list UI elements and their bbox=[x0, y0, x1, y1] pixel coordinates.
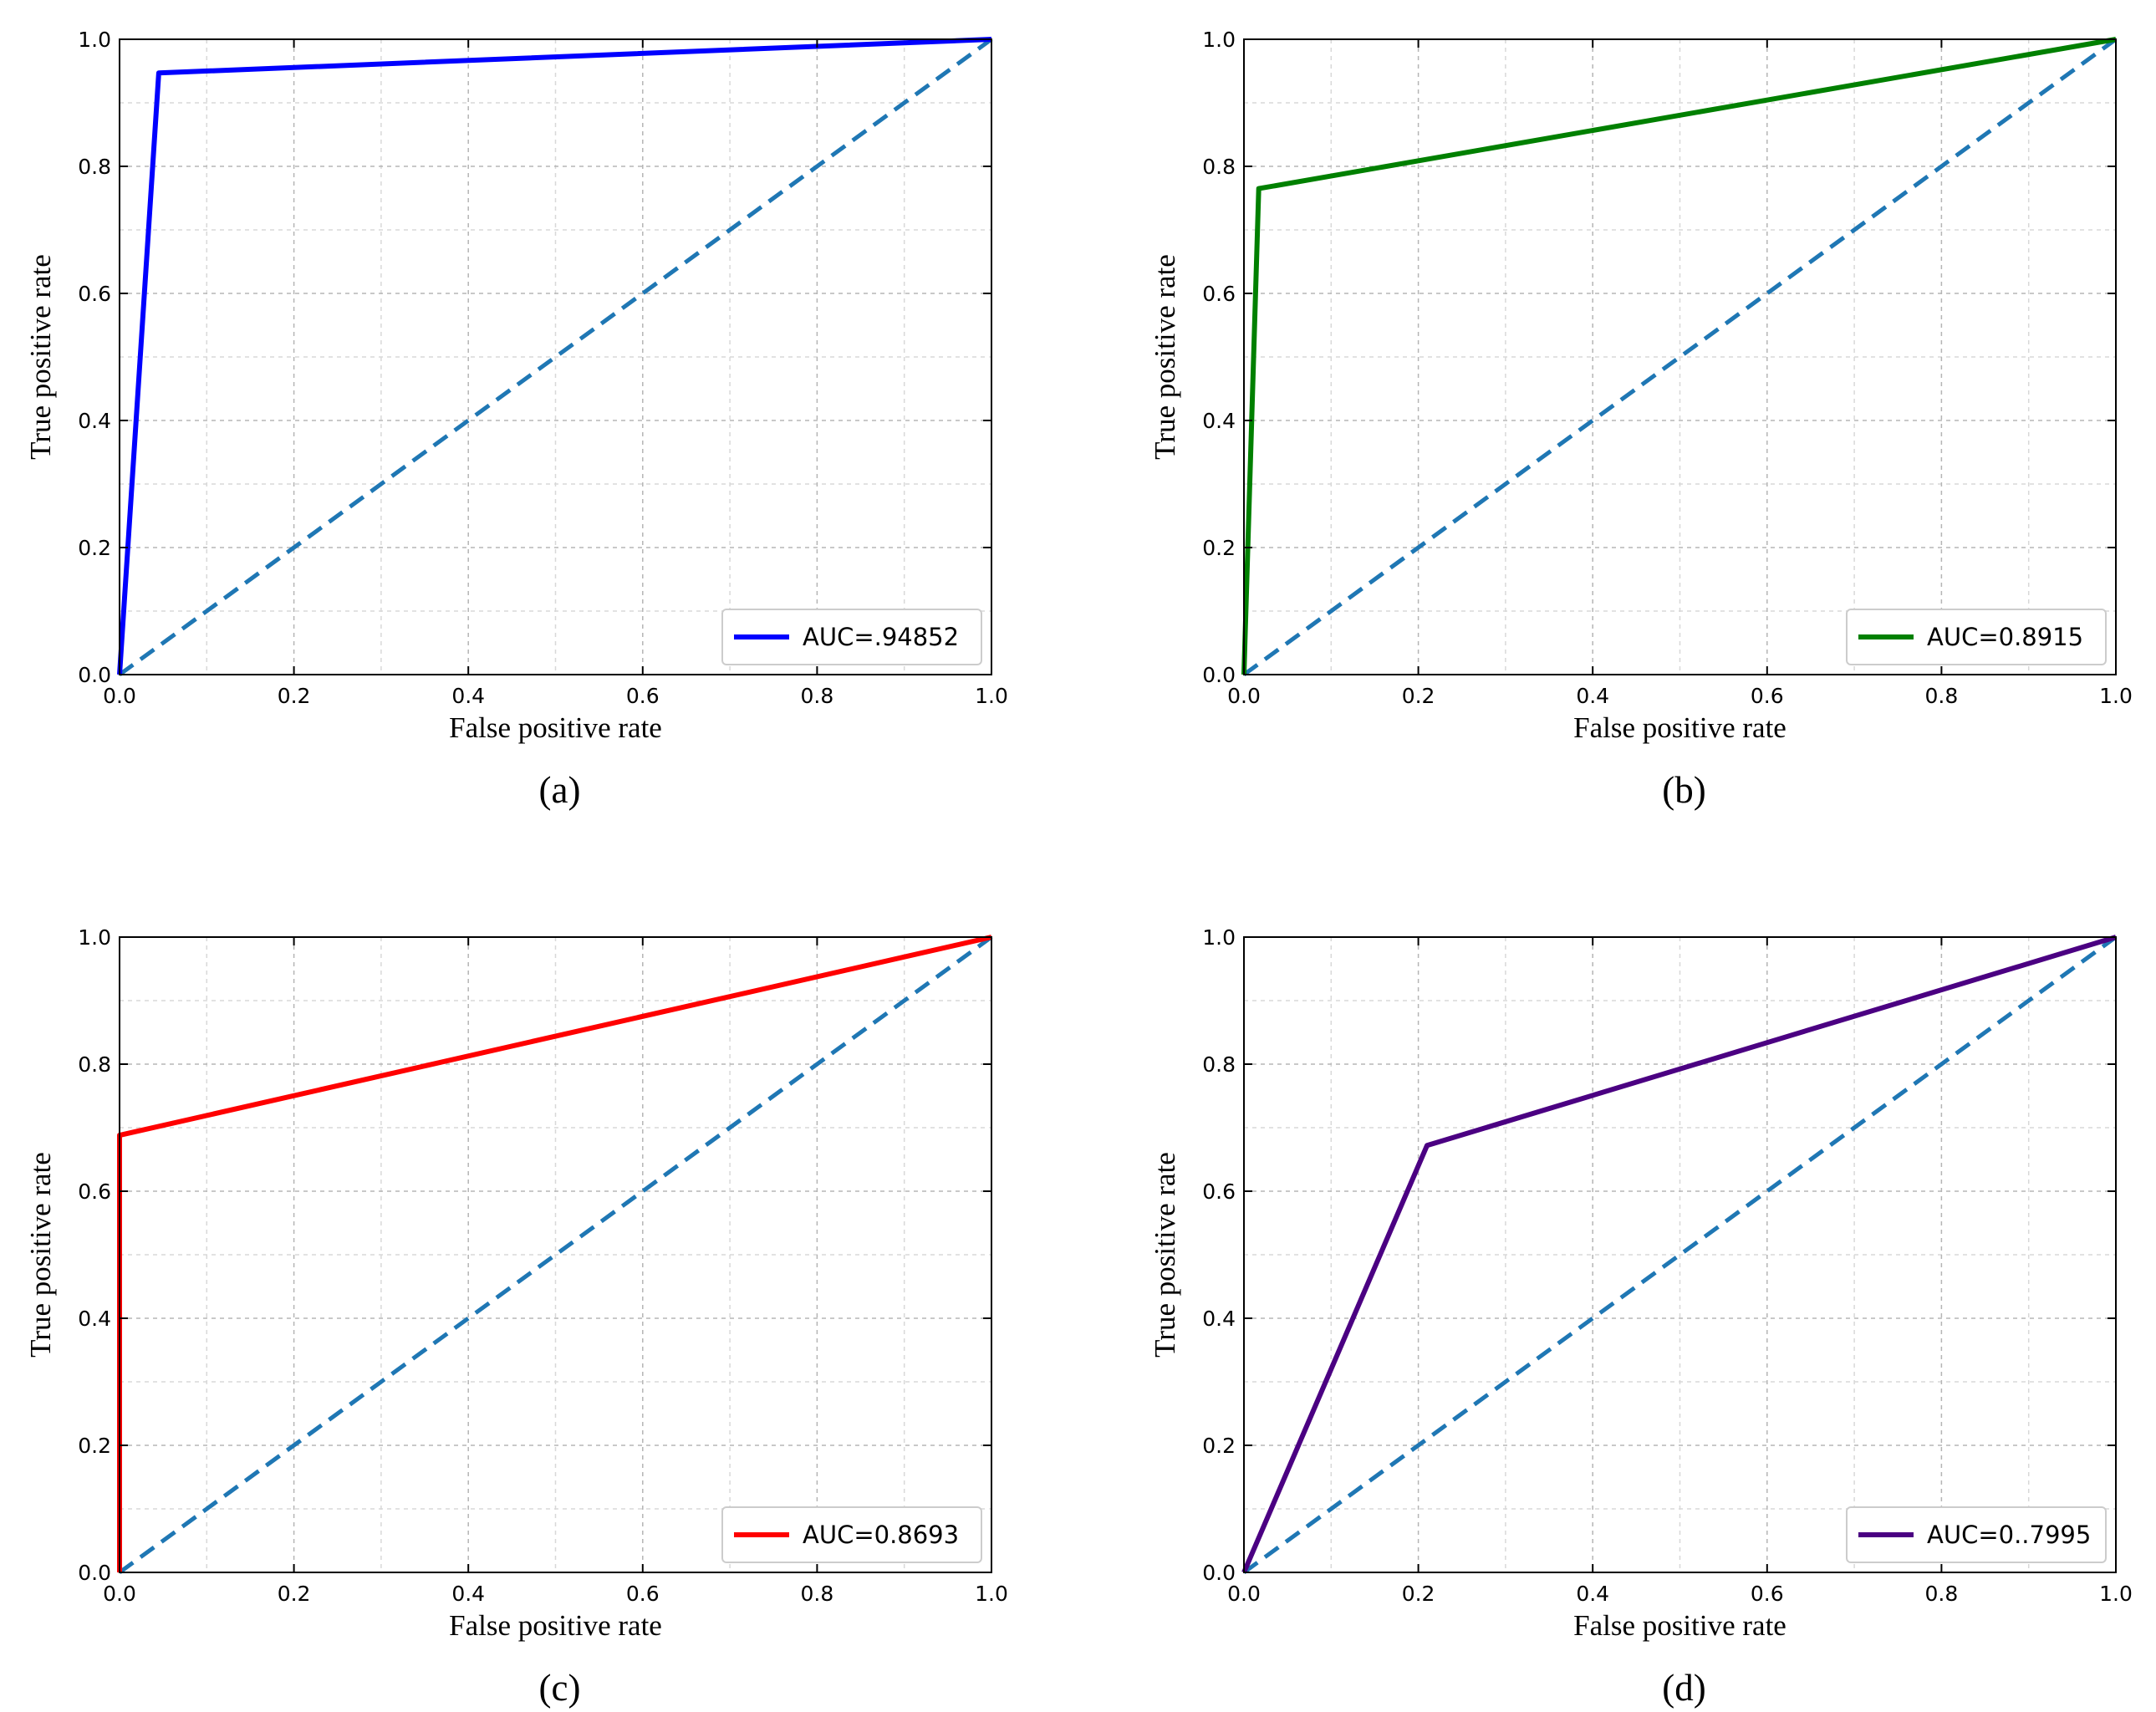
y-tick-label: 1.0 bbox=[1202, 925, 1236, 950]
y-tick-label: 0.8 bbox=[78, 1052, 111, 1077]
y-tick-label: 0.2 bbox=[78, 536, 111, 560]
x-tick-label: 0.8 bbox=[1925, 1582, 1959, 1606]
chart-panel-b: 0.0 0.2 0.4 0.6 0.8 1.0 0.0 0.2 0.4 0.6 0.8 1.0 Fals… bbox=[1149, 28, 2133, 811]
x-tick-label: 0.2 bbox=[278, 684, 311, 708]
y-tick-label: 0.8 bbox=[78, 155, 111, 179]
y-tick-label: 0.4 bbox=[78, 1307, 111, 1331]
x-tick-label: 0.8 bbox=[801, 684, 834, 708]
y-tick-label: 0.8 bbox=[1202, 155, 1236, 179]
y-tick-label: 0.4 bbox=[1202, 1307, 1236, 1331]
axes-frame bbox=[1243, 936, 2117, 1573]
x-tick-label: 0.6 bbox=[1751, 684, 1784, 708]
y-axis-label: True positive rate bbox=[24, 1152, 57, 1358]
legend-box bbox=[721, 1506, 982, 1563]
axes-frame bbox=[119, 38, 992, 675]
roc-curve-line bbox=[1241, 37, 2117, 675]
y-tick-label: 1.0 bbox=[78, 925, 111, 950]
x-tick-label: 0.4 bbox=[1576, 684, 1609, 708]
x-tick-label: 0.0 bbox=[1227, 684, 1261, 708]
legend: AUC=.94852 bbox=[721, 609, 982, 665]
x-tick-label: 0.4 bbox=[1576, 1582, 1609, 1606]
y-tick-label: 0.6 bbox=[1202, 282, 1236, 306]
y-tick-label: 0.4 bbox=[78, 409, 111, 433]
y-tick-label: 0.8 bbox=[1202, 1052, 1236, 1077]
x-axis-label: False positive rate bbox=[1573, 1609, 1786, 1642]
x-tick-label: 1.0 bbox=[2099, 1582, 2133, 1606]
y-tick-label: 0.0 bbox=[78, 663, 111, 687]
y-tick-label: 0.6 bbox=[78, 1180, 111, 1204]
y-tick-label: 1.0 bbox=[1202, 28, 1236, 52]
y-tick-label: 0.2 bbox=[1202, 536, 1236, 560]
chart-panel-d: 0.0 0.2 0.4 0.6 0.8 1.0 0.0 0.2 0.4 0.6 0.8 1.0 Fals… bbox=[1149, 925, 2133, 1709]
x-tick-label: 0.8 bbox=[801, 1582, 834, 1606]
y-tick-label: 0.2 bbox=[1202, 1434, 1236, 1458]
x-tick-label: 1.0 bbox=[975, 1582, 1008, 1606]
y-axis-label: True positive rate bbox=[1149, 254, 1181, 460]
y-tick-label: 0.0 bbox=[78, 1561, 111, 1585]
panel-label: (a) bbox=[539, 769, 581, 811]
x-tick-label: 0.4 bbox=[451, 684, 485, 708]
x-tick-label: 0.0 bbox=[103, 1582, 136, 1606]
chart-panel-a: 0.0 0.2 0.4 0.6 0.8 1.0 0.0 0.2 0.4 0.6 0.8 1.0 Fals… bbox=[24, 28, 1008, 811]
x-tick-label: 0.4 bbox=[451, 1582, 485, 1606]
y-tick-label: 1.0 bbox=[78, 28, 111, 52]
legend-box bbox=[1846, 609, 2107, 665]
legend-entry-label: AUC=0.8693 bbox=[803, 1521, 959, 1549]
x-tick-label: 0.2 bbox=[278, 1582, 311, 1606]
panel-label: (d) bbox=[1662, 1667, 1705, 1709]
y-tick-label: 0.2 bbox=[78, 1434, 111, 1458]
legend-box bbox=[1846, 1506, 2107, 1563]
x-tick-label: 0.6 bbox=[1751, 1582, 1784, 1606]
y-tick-label: 0.0 bbox=[1202, 1561, 1236, 1585]
x-tick-label: 0.2 bbox=[1402, 684, 1435, 708]
y-tick-label: 0.0 bbox=[1202, 663, 1236, 687]
x-axis-label: False positive rate bbox=[449, 711, 662, 744]
x-tick-label: 0.6 bbox=[626, 684, 660, 708]
x-tick-label: 0.6 bbox=[626, 1582, 660, 1606]
legend-entry-label: AUC=.94852 bbox=[803, 623, 959, 651]
x-tick-label: 1.0 bbox=[2099, 684, 2133, 708]
legend-entry-label: AUC=0..7995 bbox=[1927, 1521, 2091, 1549]
legend-entry-label: AUC=0.8915 bbox=[1927, 623, 2083, 651]
x-tick-label: 0.2 bbox=[1402, 1582, 1435, 1606]
panel-label: (b) bbox=[1662, 769, 1705, 811]
legend: AUC=0..7995 bbox=[1846, 1506, 2107, 1563]
chart-panel-c: 0.0 0.2 0.4 0.6 0.8 1.0 0.0 0.2 0.4 0.6 0.8 1.0 Fals… bbox=[24, 925, 1008, 1709]
x-tick-label: 0.8 bbox=[1925, 684, 1959, 708]
y-tick-label: 0.6 bbox=[1202, 1180, 1236, 1204]
legend: AUC=0.8915 bbox=[1846, 609, 2107, 665]
legend: AUC=0.8693 bbox=[721, 1506, 982, 1563]
axes-frame bbox=[119, 936, 992, 1573]
x-tick-label: 0.0 bbox=[103, 684, 136, 708]
roc-curve-line bbox=[1241, 935, 2117, 1574]
x-axis-label: False positive rate bbox=[449, 1609, 662, 1642]
panel-label: (c) bbox=[539, 1667, 581, 1709]
x-axis-label: False positive rate bbox=[1573, 711, 1786, 744]
y-tick-label: 0.6 bbox=[78, 282, 111, 306]
roc-curve-line bbox=[117, 37, 992, 675]
legend-box bbox=[721, 609, 982, 665]
x-tick-label: 0.0 bbox=[1227, 1582, 1261, 1606]
x-tick-label: 1.0 bbox=[975, 684, 1008, 708]
y-axis-label: True positive rate bbox=[1149, 1152, 1181, 1358]
y-axis-label: True positive rate bbox=[24, 254, 57, 460]
y-tick-label: 0.4 bbox=[1202, 409, 1236, 433]
axes-frame bbox=[1243, 38, 2117, 675]
